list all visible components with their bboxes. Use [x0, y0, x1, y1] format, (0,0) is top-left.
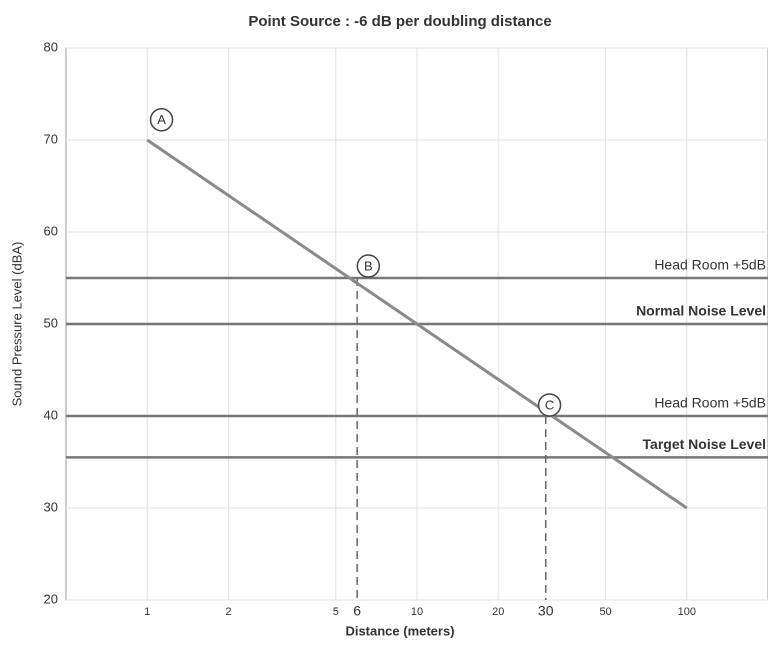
chart-title: Point Source : -6 dB per doubling distan… [248, 13, 551, 30]
drop-label: 30 [538, 603, 554, 619]
marker-label: A [157, 112, 166, 127]
marker-label: B [364, 258, 373, 273]
reference-label: Head Room +5dB [654, 395, 766, 411]
y-tick-label: 20 [44, 591, 58, 606]
marker-label: C [545, 397, 554, 412]
x-tick-label: 1 [144, 606, 150, 618]
y-tick-label: 40 [44, 407, 58, 422]
x-tick-label: 20 [492, 606, 504, 618]
reference-label: Head Room +5dB [654, 257, 766, 273]
x-tick-label: 100 [678, 606, 696, 618]
x-axis-label: Distance (meters) [345, 623, 454, 638]
x-tick-label: 5 [333, 606, 339, 618]
drop-label: 6 [353, 603, 361, 619]
y-tick-label: 50 [44, 315, 58, 330]
y-tick-label: 70 [44, 131, 58, 146]
y-tick-label: 60 [44, 223, 58, 238]
y-axis-label: Sound Pressure Level (dBA) [9, 242, 24, 407]
chart: Point Source : -6 dB per doubling distan… [0, 0, 768, 642]
x-tick-label: 10 [411, 606, 423, 618]
x-tick-label: 2 [225, 606, 231, 618]
y-tick-label: 80 [44, 39, 58, 54]
x-tick-label: 50 [599, 606, 611, 618]
reference-label: Target Noise Level [643, 436, 766, 452]
y-tick-label: 30 [44, 499, 58, 514]
reference-label: Normal Noise Level [636, 303, 766, 319]
